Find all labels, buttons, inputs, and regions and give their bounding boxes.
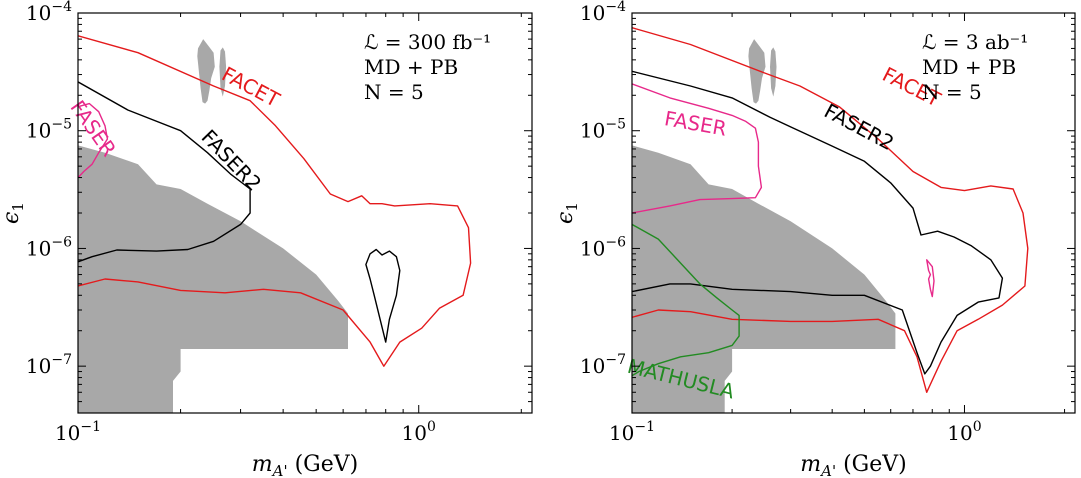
y-label-subscript: 1 [563, 202, 581, 212]
y-axis-label: ϵ1 [0, 202, 27, 224]
tick-base: 10 [580, 236, 605, 260]
excluded-region [78, 145, 348, 413]
y-label-symbol: ϵ [0, 212, 24, 224]
y-tick-label: 10−7 [580, 352, 626, 378]
excluded-region [748, 39, 766, 104]
y-label-subscript: 1 [9, 202, 27, 212]
tick-exponent: −4 [605, 0, 626, 15]
faser-curve [632, 83, 763, 214]
x-label-subscript: A' [819, 462, 836, 478]
tick-base: 10 [26, 1, 51, 25]
x-tick-label: 10−1 [609, 419, 655, 445]
tick-base: 10 [580, 354, 605, 378]
excluded-region [770, 47, 777, 97]
mathusla-curve [632, 223, 740, 377]
faser-curve [78, 102, 109, 179]
x-tick-label: 100 [402, 419, 436, 445]
tick-exponent: 0 [427, 419, 436, 435]
plot-area [632, 27, 1029, 413]
x-axis-label: mA' (GeV) [800, 452, 906, 478]
plot-area [78, 35, 472, 413]
tick-exponent: −1 [80, 419, 101, 435]
tick-exponent: −1 [634, 419, 655, 435]
faser2-curve [78, 81, 251, 263]
tick-base: 10 [55, 421, 80, 445]
sensitivity-island-curve [926, 259, 935, 298]
x-tick-label: 10−1 [55, 419, 101, 445]
tick-exponent: −5 [605, 117, 626, 133]
y-tick-label: 10−4 [580, 0, 626, 25]
x-axis-label: mA' (GeV) [252, 452, 358, 478]
faser2-label: FASER2 [197, 125, 267, 196]
tick-exponent: −5 [51, 117, 72, 133]
tick-base: 10 [947, 421, 972, 445]
y-label-symbol: ϵ [553, 212, 578, 224]
y-tick-label: 10−6 [26, 234, 72, 260]
sensitivity-island-curve [365, 248, 401, 343]
x-label-subscript: A' [271, 462, 288, 478]
annotation-line: ℒ = 3 ab⁻¹ [922, 30, 1028, 54]
tick-exponent: 0 [973, 419, 982, 435]
annotation-line: MD + PB [364, 55, 458, 79]
tick-base: 10 [26, 119, 51, 143]
faser2-curve [632, 70, 1004, 375]
excluded-region [219, 47, 227, 97]
tick-base: 10 [609, 421, 634, 445]
y-tick-label: 10−6 [580, 234, 626, 260]
excluded-region [197, 39, 215, 104]
y-tick-label: 10−4 [26, 0, 72, 25]
tick-exponent: −6 [605, 234, 626, 250]
tick-exponent: −7 [51, 352, 72, 368]
y-axis-label: ϵ1 [553, 202, 581, 224]
facet-curve [78, 35, 472, 367]
tick-exponent: −7 [605, 352, 626, 368]
y-tick-label: 10−5 [580, 117, 626, 143]
tick-base: 10 [26, 236, 51, 260]
tick-base: 10 [26, 354, 51, 378]
excluded-region [632, 145, 896, 413]
annotation-line: N = 5 [922, 80, 982, 104]
facet-label: FACET [218, 62, 285, 113]
x-label-symbol: m [800, 452, 821, 477]
y-tick-label: 10−5 [26, 117, 72, 143]
annotation-line: ℒ = 300 fb⁻¹ [364, 30, 491, 54]
tick-exponent: −6 [51, 234, 72, 250]
facet-curve [632, 27, 1029, 393]
x-label-unit: (GeV) [836, 452, 907, 477]
x-tick-label: 100 [947, 419, 981, 445]
tick-base: 10 [580, 119, 605, 143]
annotation-line: N = 5 [364, 80, 424, 104]
x-label-symbol: m [252, 452, 273, 477]
tick-base: 10 [402, 421, 427, 445]
x-label-unit: (GeV) [288, 452, 359, 477]
tick-exponent: −4 [51, 0, 72, 15]
tick-base: 10 [580, 1, 605, 25]
annotation-line: MD + PB [922, 55, 1016, 79]
y-tick-label: 10−7 [26, 352, 72, 378]
